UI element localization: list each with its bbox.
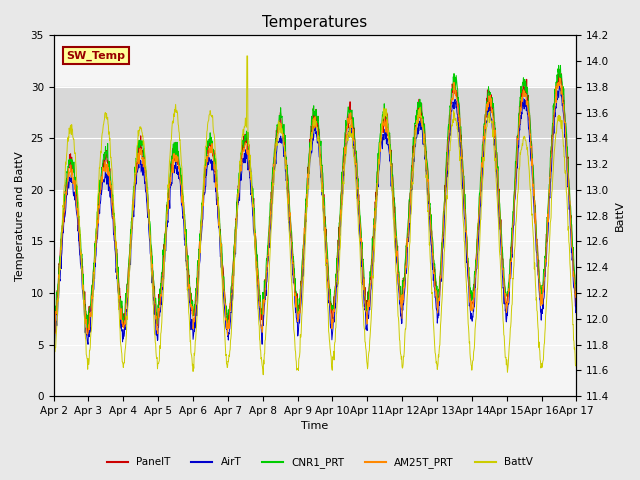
CNR1_PRT [465,269,472,275]
Line: AM25T_PRT: AM25T_PRT [54,78,577,338]
Y-axis label: BattV: BattV [615,200,625,231]
PanelT [50,324,58,330]
AM25T_PRT [511,198,518,204]
CNR1_PRT [511,179,518,184]
AM25T_PRT [166,183,173,189]
AM25T_PRT [396,297,404,302]
BattV [397,351,404,357]
BattV [153,355,161,360]
CNR1_PRT [557,62,564,68]
BattV [50,359,58,365]
CNR1_PRT [396,286,404,292]
PanelT [465,275,472,281]
PanelT [166,183,174,189]
BattV [225,359,232,365]
PanelT [511,190,518,195]
AirT [225,330,232,336]
Line: AirT: AirT [54,84,577,347]
PanelT [154,320,161,326]
PanelT [225,309,232,315]
Bar [54,87,577,190]
Line: PanelT: PanelT [54,69,577,336]
Y-axis label: Temperature and BattV: Temperature and BattV [15,151,25,281]
AirT [511,197,518,203]
AirT [465,281,472,287]
CNR1_PRT [50,320,58,325]
CNR1_PRT [225,312,232,317]
AM25T_PRT [573,302,580,308]
AirT [166,186,174,192]
AM25T_PRT [153,327,161,333]
PanelT [84,333,92,338]
BattV [166,156,173,162]
Text: SW_Temp: SW_Temp [67,51,125,61]
AirT [51,344,58,350]
AM25T_PRT [556,75,564,81]
PanelT [396,287,404,292]
AirT [556,81,563,87]
PanelT [573,284,580,289]
BattV [259,372,267,378]
CNR1_PRT [154,317,161,323]
AM25T_PRT [225,317,232,323]
BattV [573,365,580,371]
AM25T_PRT [465,261,472,266]
CNR1_PRT [50,333,58,338]
BattV [511,242,519,248]
Line: BattV: BattV [54,56,577,375]
AM25T_PRT [50,335,58,341]
X-axis label: Time: Time [301,421,328,432]
AirT [573,312,580,318]
AirT [396,304,404,310]
PanelT [555,66,563,72]
CNR1_PRT [573,290,580,296]
AirT [154,337,161,343]
Title: Temperatures: Temperatures [262,15,367,30]
CNR1_PRT [166,171,174,177]
Line: CNR1_PRT: CNR1_PRT [54,65,577,336]
BattV [243,53,251,59]
BattV [465,331,473,336]
Legend: PanelT, AirT, CNR1_PRT, AM25T_PRT, BattV: PanelT, AirT, CNR1_PRT, AM25T_PRT, BattV [103,453,537,472]
AirT [50,339,58,345]
